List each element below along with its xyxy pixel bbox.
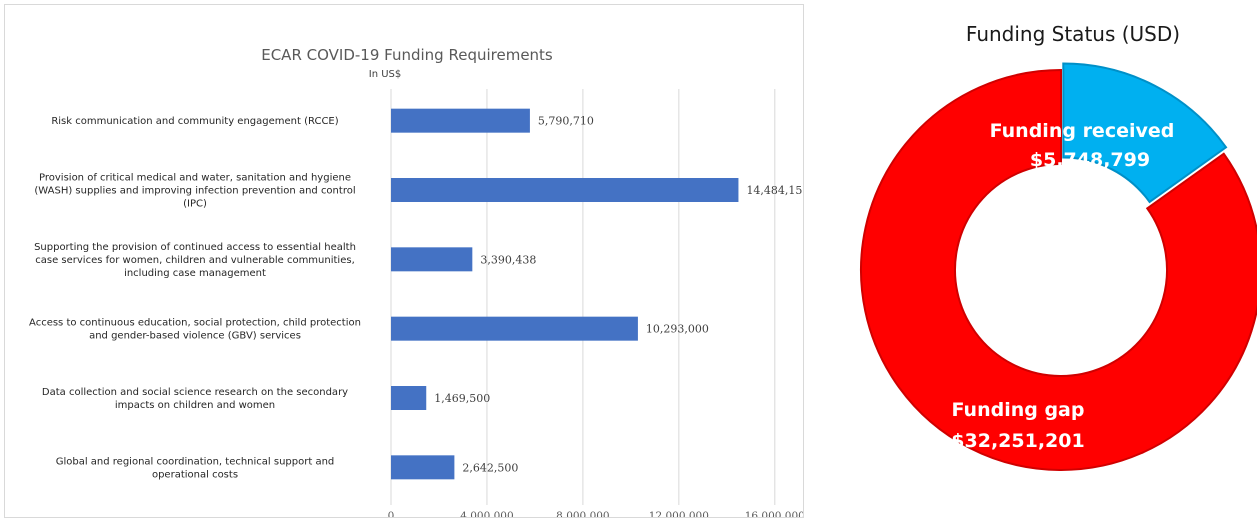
category-label-line: (IPC) [183,199,207,210]
gap-slice-value: $32,251,201 [951,430,1084,452]
category-label-line: Provision of critical medical and water,… [39,173,351,184]
funding-gap-slice [860,68,1257,471]
bar [391,386,427,410]
gap-slice-label: Funding gap [952,399,1085,421]
funding-status-chart: Funding Status (USD) Funding received $5… [810,0,1257,519]
bar-value-label: 1,469,500 [434,392,490,405]
funding-requirements-chart: ECAR COVID-19 Funding Requirements In US… [4,4,804,518]
category-label-line: case services for women, children and vu… [35,255,355,266]
received-slice-value: $5,748,799 [1030,149,1150,171]
bar-value-label: 10,293,000 [646,323,709,336]
category-label-line: including case management [124,268,266,279]
bar-chart-title: ECAR COVID-19 Funding Requirements [261,46,553,64]
bar [391,178,739,202]
bar-value-label: 2,642,500 [462,461,518,474]
category-label-line: and gender-based violence (GBV) services [89,331,301,342]
funding-received-slice [1062,62,1228,204]
donut-chart-svg: Funding Status (USD) Funding received $5… [860,22,1257,471]
bar [391,108,530,133]
bar-chart-x-ticks: 0 4,000,000 8,000,000 12,000,000 16,000,000 [388,510,803,517]
category-label-line: Risk communication and community engagem… [51,116,338,127]
category-label: Risk communication and community engagem… [51,116,338,127]
donut-slices [860,62,1257,471]
bar-chart-svg: ECAR COVID-19 Funding Requirements In US… [29,46,803,517]
category-label: Supporting the provision of continued ac… [34,242,356,279]
x-tick-label: 8,000,000 [556,510,609,517]
bar [391,247,473,272]
x-tick-label: 0 [388,510,395,517]
bar-value-label: 3,390,438 [480,253,536,266]
x-tick-label: 12,000,000 [649,510,709,517]
bar [391,455,455,480]
bar-chart-bars [391,108,739,480]
category-label-line: Supporting the provision of continued ac… [34,242,356,253]
bar-chart-subtitle: In US$ [369,69,402,80]
x-tick-label: 4,000,000 [460,510,513,517]
bar-chart-category-labels: Risk communication and community engagem… [29,116,361,480]
x-tick-label: 16,000,000 [745,510,803,517]
category-label-line: Data collection and social science resea… [42,387,348,398]
category-label-line: impacts on children and women [115,400,275,411]
received-slice-label: Funding received [990,120,1175,142]
bar-value-label: 14,484,155 [746,184,803,197]
donut-chart-title: Funding Status (USD) [966,22,1180,46]
bar-chart-gridlines [390,89,776,505]
bar-value-label: 5,790,710 [538,115,594,128]
bar-chart-value-labels: 5,790,710 14,484,155 3,390,438 10,293,000 1,… [434,115,803,475]
category-label: Data collection and social science resea… [42,387,348,411]
category-label-line: operational costs [152,469,238,480]
bar [391,316,638,341]
category-label: Access to continuous education, social p… [29,318,361,342]
category-label-line: (WASH) supplies and improving infection … [34,186,355,197]
category-label: Provision of critical medical and water,… [34,173,355,210]
category-label-line: Access to continuous education, social p… [29,318,361,329]
category-label: Global and regional coordination, techni… [56,456,335,480]
category-label-line: Global and regional coordination, techni… [56,456,335,467]
